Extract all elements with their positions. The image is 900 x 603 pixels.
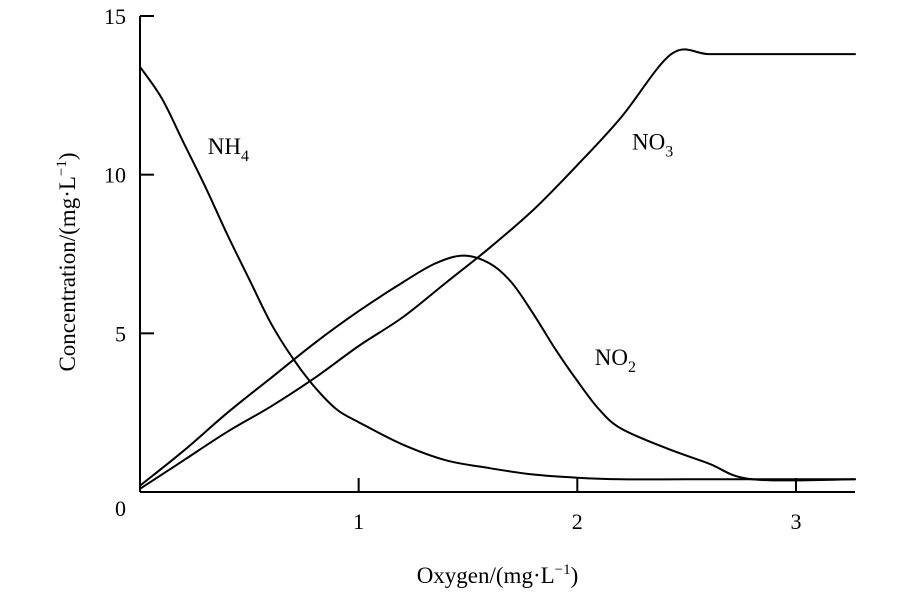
y-axis-title-superscript: −1 — [54, 160, 70, 176]
x-axis-title-main: Oxygen/(mg·L — [417, 563, 555, 588]
no3-label-main: NO — [632, 129, 665, 154]
x-axis-title-superscript: −1 — [555, 562, 571, 578]
nh4-label: NH4 — [208, 134, 249, 165]
x-axis-title-end: ) — [571, 563, 579, 588]
no3-label-subscript: 3 — [665, 143, 673, 160]
x-axis: 1 2 3 Oxygen/(mg·L−1) — [140, 478, 855, 588]
nh4-line — [139, 65, 856, 481]
no2-label: NO2 — [595, 345, 636, 376]
y-tick-label: 15 — [104, 4, 126, 29]
y-tick-label: 10 — [104, 163, 126, 188]
no2-label-subscript: 2 — [628, 359, 636, 376]
y-axis-title-main: Concentration/(mg·L — [55, 176, 80, 371]
y-tick-label: 5 — [115, 321, 126, 346]
y-axis-title-end: ) — [55, 152, 80, 160]
y-tick-label: 0 — [115, 496, 126, 521]
no2-line — [139, 254, 856, 487]
no3-label: NO3 — [632, 129, 673, 160]
no3-line — [139, 48, 856, 490]
y-axis-title: Concentration/(mg·L−1) — [54, 152, 80, 371]
no2-label-main: NO — [595, 345, 628, 370]
x-tick-label: 2 — [572, 509, 583, 534]
x-axis-title: Oxygen/(mg·L−1) — [417, 562, 579, 588]
y-axis: 0 5 10 15 Concentration/(mg·L−1) — [54, 4, 154, 521]
x-ticks: 1 2 3 — [353, 478, 801, 534]
x-tick-label: 1 — [353, 509, 364, 534]
nh4-label-main: NH — [208, 134, 241, 159]
nh4-label-subscript: 4 — [241, 148, 249, 165]
x-tick-label: 3 — [790, 509, 801, 534]
y-ticks: 0 5 10 15 — [104, 4, 154, 521]
